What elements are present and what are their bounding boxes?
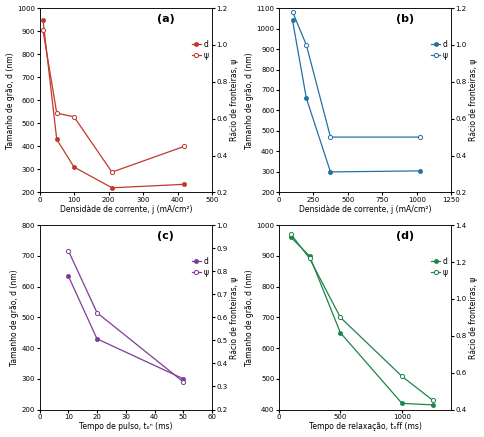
d bbox=[71, 164, 77, 170]
ψ bbox=[307, 256, 313, 261]
Text: (c): (c) bbox=[157, 231, 174, 241]
Legend: d, ψ: d, ψ bbox=[192, 39, 208, 60]
ψ bbox=[40, 28, 46, 33]
d bbox=[289, 18, 295, 23]
Y-axis label: Tamanho de grão, d (nm): Tamanho de grão, d (nm) bbox=[10, 269, 19, 366]
d bbox=[65, 273, 71, 278]
ψ bbox=[109, 170, 115, 175]
d bbox=[303, 96, 309, 101]
ψ bbox=[328, 135, 333, 140]
ψ bbox=[94, 310, 100, 316]
d bbox=[94, 336, 100, 341]
Y-axis label: Rácio de fronteiras, ψ: Rácio de fronteiras, ψ bbox=[469, 276, 479, 358]
Y-axis label: Rácio de fronteiras, ψ: Rácio de fronteiras, ψ bbox=[230, 59, 239, 142]
X-axis label: Densidàde de corrente, j (mA/cm²): Densidàde de corrente, j (mA/cm²) bbox=[60, 205, 192, 214]
Text: (a): (a) bbox=[157, 14, 175, 24]
ψ bbox=[289, 9, 295, 14]
Line: d: d bbox=[41, 17, 186, 190]
Line: ψ: ψ bbox=[290, 10, 422, 139]
Y-axis label: Rácio de fronteiras, ψ: Rácio de fronteiras, ψ bbox=[230, 276, 239, 358]
Legend: d, ψ: d, ψ bbox=[431, 39, 447, 60]
d bbox=[337, 330, 343, 335]
Line: d: d bbox=[290, 18, 422, 174]
ψ bbox=[337, 315, 343, 320]
Legend: d, ψ: d, ψ bbox=[431, 257, 447, 277]
Line: ψ: ψ bbox=[289, 232, 435, 402]
ψ bbox=[288, 232, 294, 237]
X-axis label: Densidàde de corrente, j (mA/cm²): Densidàde de corrente, j (mA/cm²) bbox=[299, 205, 431, 214]
Y-axis label: Tamanho de grão, d (nm): Tamanho de grão, d (nm) bbox=[245, 269, 254, 366]
X-axis label: Tempo de pulso, tₒⁿ (ms): Tempo de pulso, tₒⁿ (ms) bbox=[79, 423, 172, 431]
d bbox=[109, 185, 115, 191]
d bbox=[399, 401, 405, 406]
d bbox=[181, 376, 186, 382]
d bbox=[328, 169, 333, 174]
ψ bbox=[430, 398, 436, 403]
d bbox=[417, 168, 423, 173]
d bbox=[40, 17, 46, 22]
ψ bbox=[182, 144, 187, 149]
ψ bbox=[54, 111, 60, 116]
ψ bbox=[65, 248, 71, 253]
Line: d: d bbox=[289, 236, 435, 407]
ψ bbox=[399, 374, 405, 379]
d bbox=[307, 253, 313, 259]
Legend: d, ψ: d, ψ bbox=[192, 257, 208, 277]
Y-axis label: Tamanho de grão, d (nm): Tamanho de grão, d (nm) bbox=[245, 52, 254, 149]
Y-axis label: Rácio de fronteiras, ψ: Rácio de fronteiras, ψ bbox=[469, 59, 479, 142]
Text: (b): (b) bbox=[396, 14, 414, 24]
ψ bbox=[417, 135, 423, 140]
d bbox=[430, 402, 436, 408]
Line: ψ: ψ bbox=[66, 248, 185, 384]
Text: (d): (d) bbox=[396, 231, 414, 241]
ψ bbox=[71, 114, 77, 119]
ψ bbox=[303, 42, 309, 48]
d bbox=[288, 235, 294, 240]
Line: ψ: ψ bbox=[41, 28, 186, 174]
d bbox=[182, 182, 187, 187]
X-axis label: Tempo de relaxação, tₒff (ms): Tempo de relaxação, tₒff (ms) bbox=[308, 423, 422, 431]
Y-axis label: Tamanho de grão, d (nm): Tamanho de grão, d (nm) bbox=[5, 52, 15, 149]
ψ bbox=[181, 379, 186, 385]
d bbox=[54, 137, 60, 142]
Line: d: d bbox=[66, 274, 185, 381]
